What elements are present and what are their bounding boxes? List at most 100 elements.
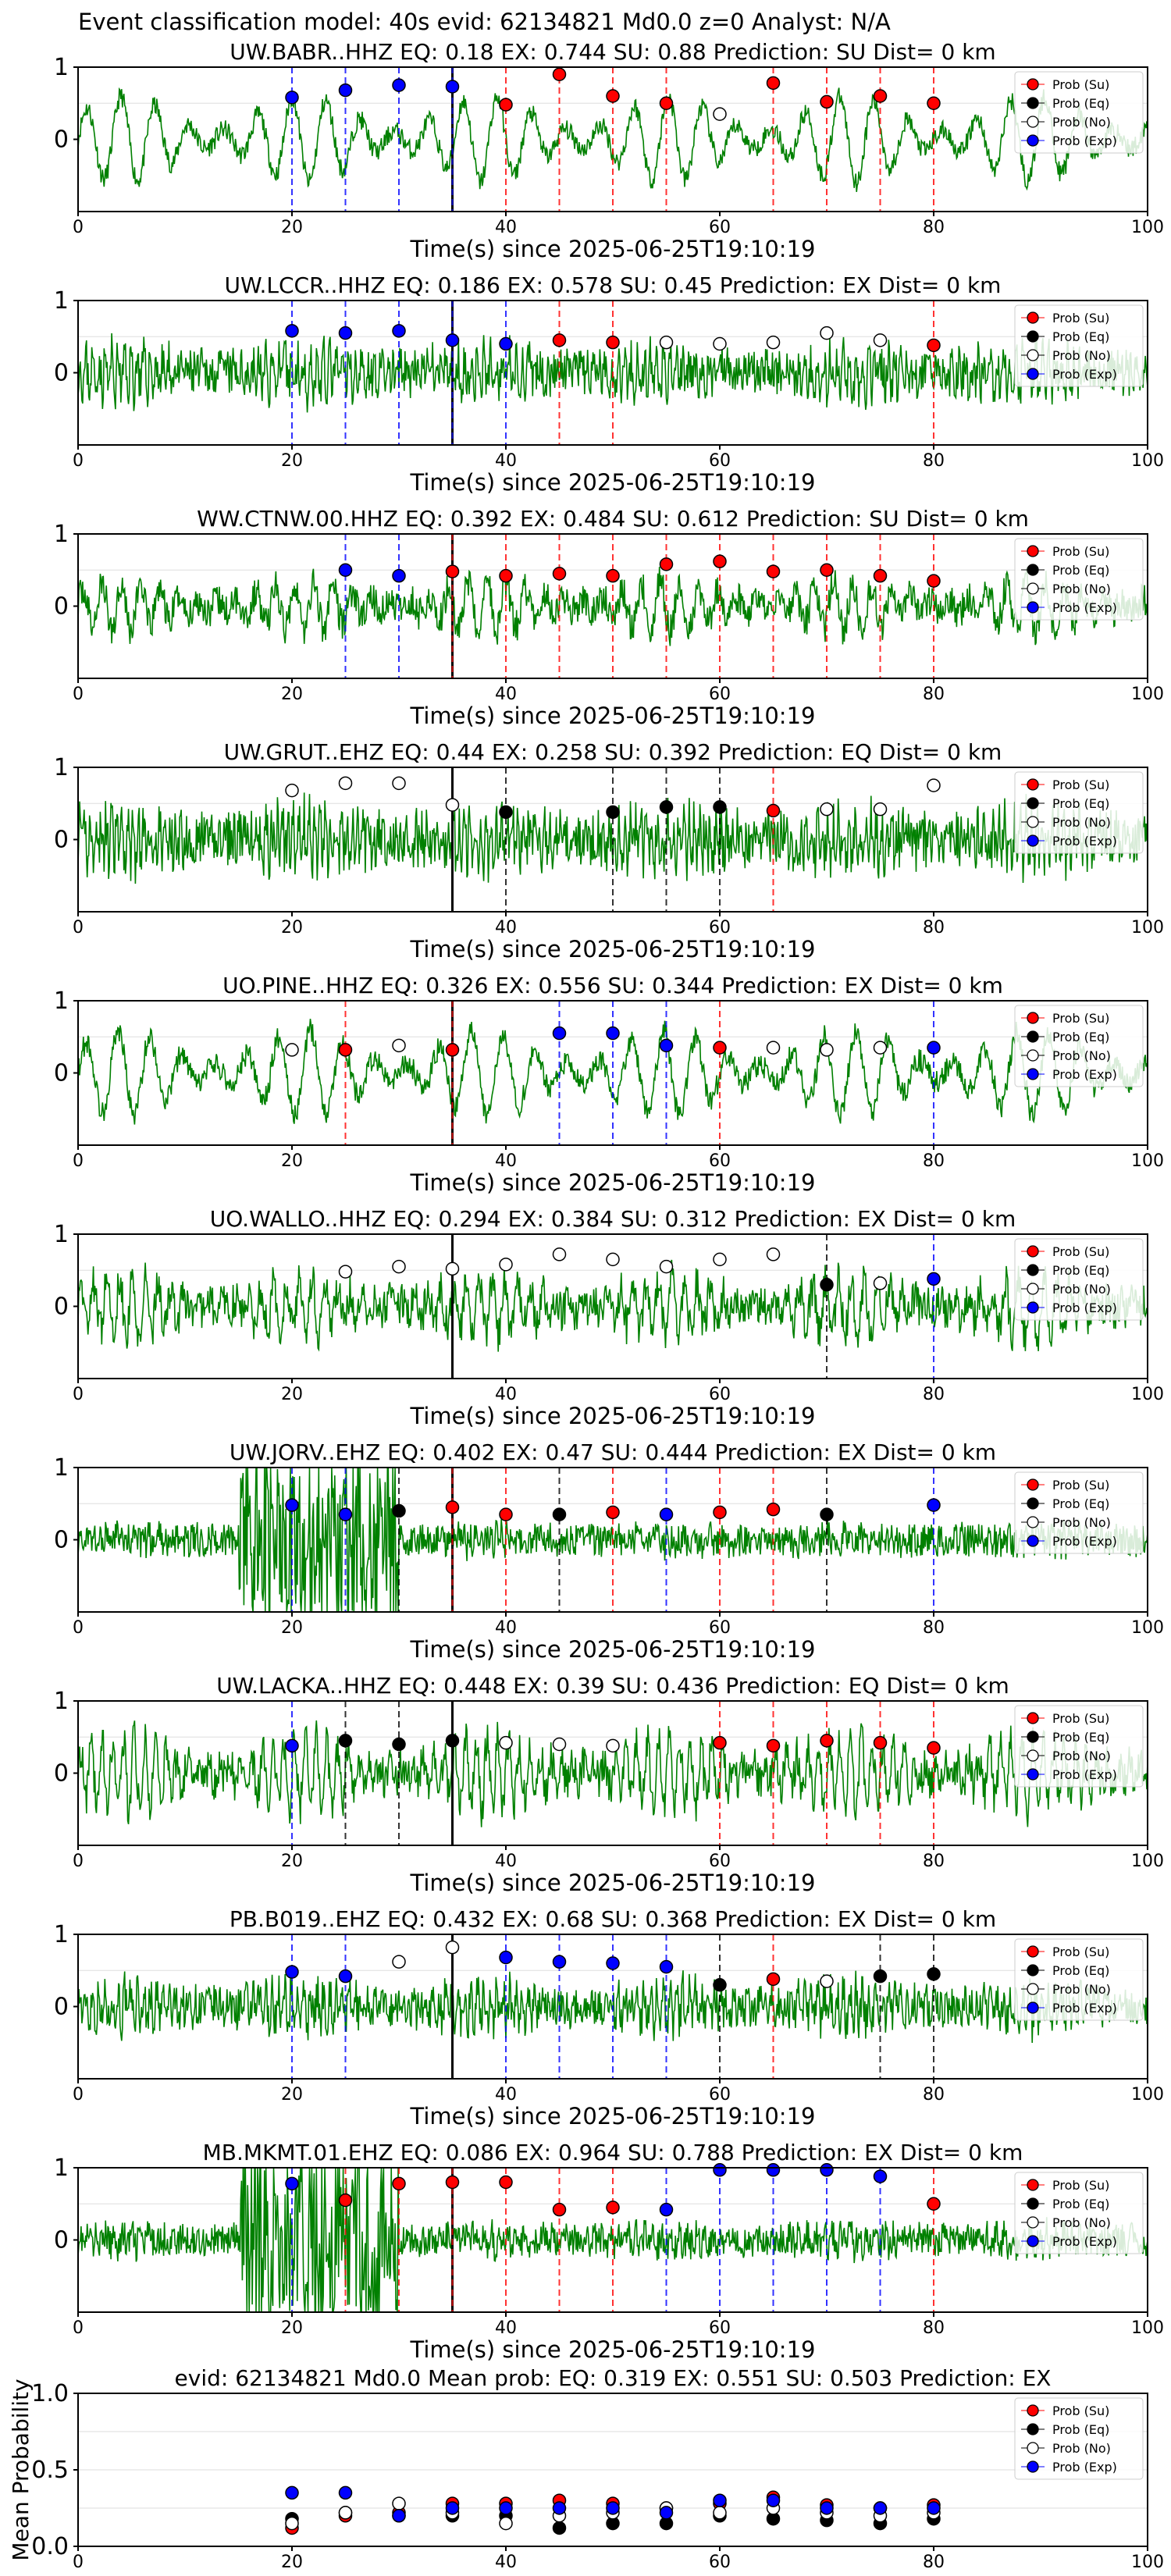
x-tick-label: 80 (923, 918, 945, 938)
legend-label: Prob (No) (1052, 1749, 1111, 1763)
point-exp (285, 2485, 299, 2500)
legend-marker-no (1027, 816, 1039, 828)
x-tick-label: 60 (709, 685, 731, 704)
point-su (552, 567, 567, 581)
legend-label: Prob (Su) (1052, 1944, 1109, 1959)
point-no (606, 1252, 620, 1267)
legend-label: Prob (Eq) (1052, 1730, 1109, 1745)
legend-label: Prob (Su) (1052, 2178, 1109, 2193)
point-eq (392, 1737, 406, 1752)
point-su (606, 568, 620, 583)
x-tick-label: 80 (923, 1618, 945, 1638)
point-su (606, 335, 620, 350)
legend-marker-su (1027, 78, 1039, 91)
legend-marker-eq (1027, 1030, 1039, 1043)
point-exp (338, 2485, 353, 2500)
x-tick-label: 100 (1131, 218, 1164, 237)
legend-label: Prob (Su) (1052, 1711, 1109, 1726)
legend-box (1014, 1471, 1144, 1554)
legend-label: Prob (No) (1052, 1515, 1111, 1530)
y-tick-label: 1 (54, 1921, 69, 1948)
legend-label: Prob (Exp) (1052, 1767, 1117, 1782)
point-eq (552, 1507, 567, 1521)
point-su (766, 76, 781, 91)
legend-label: Prob (Eq) (1052, 1263, 1109, 1278)
point-no (873, 1041, 888, 1055)
legend-marker-no (1027, 1983, 1039, 1995)
point-exp (392, 2509, 406, 2523)
legend-label: Prob (Exp) (1052, 133, 1117, 148)
point-exp (285, 1498, 299, 1512)
x-tick-label: 20 (281, 685, 303, 704)
point-exp (445, 333, 460, 347)
legend-label: Prob (Eq) (1052, 563, 1109, 578)
point-no (285, 2516, 299, 2531)
y-tick-label: 0 (54, 360, 69, 387)
point-no (552, 1737, 567, 1752)
panel-9: PB.B019..EHZ EQ: 0.432 EX: 0.68 SU: 0.36… (54, 1906, 1164, 2129)
legend-label: Prob (Su) (1052, 1244, 1109, 1259)
legend-marker-eq (1027, 1731, 1039, 1743)
legend-marker-su (1027, 311, 1039, 324)
legend-marker-no (1027, 2216, 1039, 2229)
x-tick-label: 0 (73, 2085, 84, 2105)
x-axis-label: Time(s) since 2025-06-25T19:10:19 (410, 1169, 816, 1196)
x-tick-label: 20 (281, 1852, 303, 1871)
y-tick-label: 0 (54, 126, 69, 154)
point-exp (659, 2506, 674, 2520)
point-no (927, 778, 941, 792)
point-su (499, 2175, 513, 2190)
panel-title: PB.B019..EHZ EQ: 0.432 EX: 0.68 SU: 0.36… (230, 1906, 996, 1932)
point-su (445, 1500, 460, 1514)
legend-marker-su (1027, 1012, 1039, 1024)
point-eq (606, 805, 620, 820)
point-su (606, 1505, 620, 1520)
point-su (338, 2193, 353, 2208)
point-exp (338, 1507, 353, 1521)
legend-box (1014, 1938, 1144, 2021)
x-axis-label: Time(s) since 2025-06-25T19:10:19 (410, 2336, 816, 2363)
legend-label: Prob (Exp) (1052, 600, 1117, 615)
point-exp (285, 324, 299, 338)
legend-marker-exp (1027, 834, 1039, 847)
legend-marker-no (1027, 116, 1039, 128)
legend-marker-exp (1027, 1768, 1039, 1781)
legend-label: Prob (Eq) (1052, 1496, 1109, 1511)
legend-box (1014, 304, 1144, 387)
point-su (927, 1741, 941, 1755)
x-tick-label: 60 (709, 1852, 731, 1871)
panel-title: UW.GRUT..EHZ EQ: 0.44 EX: 0.258 SU: 0.39… (224, 739, 1002, 765)
point-exp (499, 1950, 513, 1965)
panel-7: UW.JORV..EHZ EQ: 0.402 EX: 0.47 SU: 0.44… (54, 1439, 1164, 1663)
point-no (392, 776, 406, 791)
legend-label: Prob (No) (1052, 815, 1111, 830)
x-axis-label: Time(s) since 2025-06-25T19:10:19 (410, 469, 816, 496)
y-axis-label: Mean Probability (8, 2379, 34, 2560)
x-tick-label: 100 (1131, 1151, 1164, 1171)
x-tick-label: 100 (1131, 2318, 1164, 2338)
point-exp (820, 2163, 834, 2177)
legend-marker-eq (1027, 330, 1039, 343)
x-tick-label: 40 (495, 2085, 517, 2105)
point-exp (392, 324, 406, 338)
point-exp (338, 1969, 353, 1984)
y-tick-label: 1 (54, 754, 69, 781)
legend-marker-eq (1027, 97, 1039, 109)
point-su (713, 1505, 727, 1520)
point-su (820, 1734, 834, 1748)
point-su (606, 89, 620, 103)
y-tick-label: 0 (54, 1994, 69, 2021)
y-tick-label: 1 (54, 987, 69, 1015)
x-tick-label: 80 (923, 1385, 945, 1404)
point-eq (873, 1969, 888, 1984)
point-exp (873, 2169, 888, 2183)
point-su (766, 1502, 781, 1517)
point-exp (713, 2493, 727, 2507)
point-su (713, 1735, 727, 1750)
seismic-trace (77, 1259, 1148, 1352)
legend-label: Prob (Exp) (1052, 1300, 1117, 1315)
panel-3: WW.CTNW.00.HHZ EQ: 0.392 EX: 0.484 SU: 0… (54, 506, 1164, 729)
legend-label: Prob (Su) (1052, 2403, 1109, 2418)
point-no (392, 1955, 406, 1969)
point-no (659, 1259, 674, 1274)
